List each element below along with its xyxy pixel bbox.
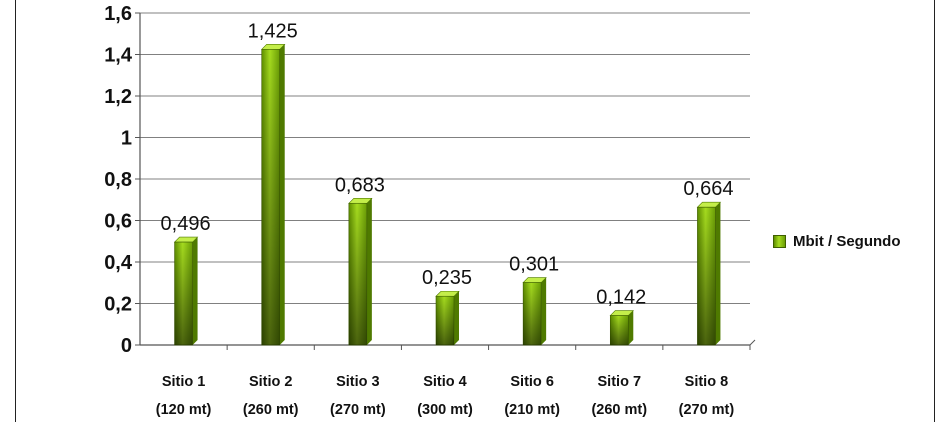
- x-tick-label: Sitio 4: [423, 374, 467, 390]
- data-label: 0,235: [422, 267, 472, 289]
- data-label: 0,496: [161, 213, 211, 235]
- bar-side: [715, 202, 721, 345]
- bar-shade: [348, 203, 367, 345]
- x-axis-depth-line: [749, 339, 756, 346]
- bar-side: [279, 44, 285, 345]
- x-tick-label-secondary: (120 mt): [156, 402, 212, 418]
- legend-swatch: [773, 235, 786, 248]
- legend-label: Mbit / Segundo: [793, 233, 901, 250]
- x-tick-label: Sitio 6: [510, 374, 554, 390]
- y-tick-label: 0,8: [104, 169, 132, 191]
- data-label: 0,301: [509, 254, 559, 276]
- y-tick-label: 0,2: [104, 294, 132, 316]
- bar-side: [366, 198, 372, 345]
- data-label: 0,683: [335, 174, 385, 196]
- bar-side: [628, 310, 634, 345]
- y-tick-label: 0: [121, 335, 132, 357]
- x-tick-label-secondary: (270 mt): [679, 402, 735, 418]
- x-tick-label: Sitio 7: [598, 374, 642, 390]
- bar-side: [192, 237, 198, 345]
- x-tick-label-secondary: (270 mt): [330, 402, 386, 418]
- chart-legend: Mbit / Segundo: [773, 233, 900, 250]
- bar-shade: [436, 296, 454, 345]
- data-label: 0,142: [596, 287, 646, 309]
- y-tick-label: 1,4: [104, 45, 133, 67]
- bar-shade: [174, 242, 193, 345]
- x-tick-label: Sitio 2: [249, 374, 293, 390]
- y-tick-label: 1,6: [104, 3, 132, 25]
- chart-frame-right-border: [934, 0, 935, 422]
- bar-shade: [697, 207, 716, 345]
- bar-side: [454, 291, 459, 345]
- x-tick-label-secondary: (210 mt): [504, 402, 560, 418]
- y-tick-label: 1: [121, 128, 132, 150]
- x-tick-label-secondary: (260 mt): [591, 402, 647, 418]
- x-tick-label-secondary: (300 mt): [417, 402, 473, 418]
- data-label: 0,664: [683, 178, 733, 200]
- chart-frame-left-border: [15, 0, 16, 422]
- y-tick-label: 0,4: [104, 252, 133, 274]
- x-tick-label: Sitio 8: [685, 374, 729, 390]
- data-label: 1,425: [248, 20, 298, 42]
- x-tick-label: Sitio 3: [336, 374, 380, 390]
- bar-side: [541, 277, 547, 345]
- x-tick-label-secondary: (260 mt): [243, 402, 299, 418]
- x-tick-label: Sitio 1: [162, 374, 206, 390]
- y-tick-label: 1,2: [104, 86, 132, 108]
- y-tick-label: 0,6: [104, 211, 132, 233]
- bar-shade: [523, 282, 542, 345]
- bar-shade: [610, 315, 629, 345]
- bar-shade: [261, 49, 280, 345]
